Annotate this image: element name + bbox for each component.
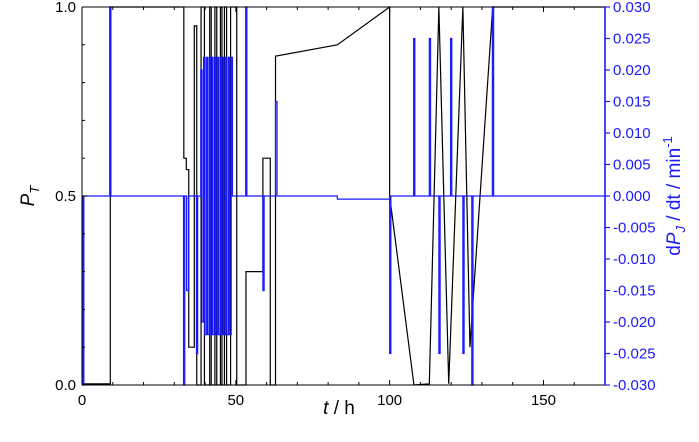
y-left-tick-label: 1.0 — [55, 0, 76, 16]
y-axis-right-label-sup: -1 — [660, 136, 675, 148]
y-left-tick-label: 0.0 — [55, 377, 76, 394]
series-line-dpj-dt — [82, 6, 605, 386]
x-axis-label: t / h — [323, 398, 355, 419]
y-axis-right-label-unit: / dt / min — [664, 148, 685, 226]
y-axis-left-label: PT — [18, 185, 42, 207]
y-right-tick-label: -0.015 — [613, 283, 656, 300]
y-right-tick-label: -0.020 — [613, 314, 656, 331]
y-left-tick-label: 0.5 — [55, 188, 76, 205]
x-tick-label: 50 — [227, 392, 244, 409]
y-axis-right-label-var: P — [664, 232, 685, 245]
y-right-tick-label: -0.030 — [613, 377, 656, 394]
y-axis-right-label-sub: J — [673, 225, 688, 233]
plot-series — [82, 5, 605, 386]
y-right-tick-label: 0.025 — [613, 31, 651, 48]
y-right-tick-label: 0.010 — [613, 125, 651, 142]
x-tick-label: 0 — [78, 392, 86, 409]
x-tick-label: 100 — [377, 392, 402, 409]
y-right-tick-label: -0.005 — [613, 220, 656, 237]
axes: 0 50 100 150 0.0 0.5 1.0 -0.030 -0.025 -0.020 -0.0… — [55, 0, 655, 409]
y-right-tick-label: 0.000 — [613, 188, 651, 205]
y-right-tick-label: 0.020 — [613, 62, 651, 79]
y-right-tick-label: -0.025 — [613, 346, 656, 363]
x-tick-label: 150 — [531, 392, 556, 409]
y-axis-left-label-sub: T — [27, 185, 42, 194]
y-right-tick-label: 0.005 — [613, 157, 651, 174]
x-axis-label-unit: / h — [328, 398, 354, 419]
y-right-tick-label: 0.030 — [613, 0, 651, 16]
y-axis-right-label-pre: d — [664, 245, 685, 256]
axis-labels: t / h PT dPJ / dt / min-1 — [18, 136, 688, 419]
y-right-tick-label: -0.010 — [613, 251, 656, 268]
y-axis-right-label: dPJ / dt / min-1 — [660, 136, 688, 255]
y-right-tick-label: 0.015 — [613, 94, 651, 111]
x-axis-label-var: t — [323, 398, 329, 419]
y-axis-left-label-var: P — [18, 193, 39, 206]
